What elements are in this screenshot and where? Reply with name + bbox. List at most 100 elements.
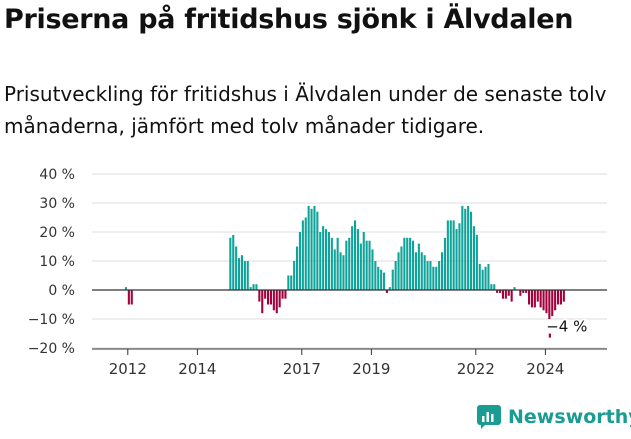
bar	[449, 220, 452, 290]
bar	[493, 284, 496, 290]
bar	[342, 255, 345, 290]
bar	[232, 234, 235, 290]
bar	[127, 290, 130, 305]
bar	[284, 290, 287, 299]
brand-name: Newsworthy	[508, 406, 631, 428]
x-axis	[92, 289, 607, 350]
bar	[478, 263, 481, 290]
bar	[513, 287, 516, 290]
bar	[470, 211, 473, 290]
x-tick-label: 2012	[109, 360, 147, 378]
bar	[243, 261, 246, 290]
bar	[377, 266, 380, 290]
bar	[530, 290, 533, 308]
bar	[475, 234, 478, 290]
bar	[290, 275, 293, 290]
bar	[287, 275, 290, 290]
chart-title: Priserna på fritidshus sjönk i Älvdalen	[4, 4, 574, 35]
bar	[385, 290, 388, 293]
bar	[278, 290, 281, 308]
bar	[551, 290, 554, 317]
x-tick-label: 2017	[283, 360, 321, 378]
bar	[562, 290, 565, 302]
bar	[371, 249, 374, 290]
bar	[327, 232, 330, 290]
bar	[397, 252, 400, 290]
bar	[507, 290, 510, 296]
bar	[359, 243, 362, 290]
bar	[528, 290, 531, 305]
bars	[124, 205, 565, 319]
bar	[455, 229, 458, 290]
bar	[414, 252, 417, 290]
bar	[330, 237, 333, 290]
annotations: −4 %	[545, 316, 589, 338]
bar	[307, 205, 310, 290]
bar	[519, 290, 522, 296]
bar	[406, 237, 409, 290]
bar	[391, 269, 394, 290]
bar	[238, 258, 241, 290]
x-tick-label: 2014	[178, 360, 216, 378]
bar	[264, 290, 267, 299]
y-tick-label: 20 %	[39, 225, 75, 241]
bar	[368, 240, 371, 290]
bar	[281, 290, 284, 299]
bar	[322, 226, 325, 290]
bar	[461, 205, 464, 290]
newsworthy-logo-icon	[477, 405, 501, 429]
bar	[522, 290, 525, 293]
bar	[356, 229, 359, 290]
x-axis-ticks: 2012 2014 2017 2019 2022 2024	[109, 349, 564, 378]
x-tick-label: 2022	[457, 360, 495, 378]
bar	[554, 290, 557, 311]
bar	[539, 290, 542, 308]
bar	[412, 240, 415, 290]
bar	[452, 220, 455, 290]
bar	[417, 243, 420, 290]
bar	[446, 220, 449, 290]
bar	[484, 266, 487, 290]
bar	[374, 261, 377, 290]
bar	[557, 290, 560, 305]
bar	[354, 220, 357, 290]
bar	[255, 284, 258, 290]
bar	[496, 290, 499, 293]
bar	[275, 290, 278, 314]
bar	[325, 229, 328, 290]
bar	[235, 246, 238, 290]
bar	[351, 226, 354, 290]
bar	[319, 232, 322, 290]
bar	[487, 263, 490, 290]
bar	[548, 290, 551, 319]
bar	[441, 252, 444, 290]
bar	[467, 205, 470, 290]
bar	[246, 261, 249, 290]
bar	[313, 205, 316, 290]
y-axis-ticks: −20 % −10 % 0 % 10 % 20 % 30 % 40 %	[28, 167, 75, 357]
y-tick-label: 40 %	[39, 167, 75, 183]
bar	[336, 237, 339, 290]
bar	[464, 208, 467, 290]
bar	[365, 240, 368, 290]
bar	[499, 290, 502, 293]
bar	[269, 290, 272, 305]
last-value-label: −4 %	[546, 318, 587, 336]
bar	[267, 290, 270, 305]
bar	[400, 246, 403, 290]
bar	[443, 237, 446, 290]
bar	[388, 287, 391, 290]
bar	[501, 290, 504, 299]
bar	[383, 272, 386, 290]
bar	[533, 290, 536, 308]
bar	[490, 284, 493, 290]
bar	[472, 226, 475, 290]
bar	[426, 261, 429, 290]
bar	[510, 290, 513, 302]
bar	[298, 232, 301, 290]
bar	[258, 290, 261, 302]
bar	[559, 290, 562, 305]
bar	[293, 261, 296, 290]
bar	[304, 217, 307, 290]
bar	[481, 269, 484, 290]
